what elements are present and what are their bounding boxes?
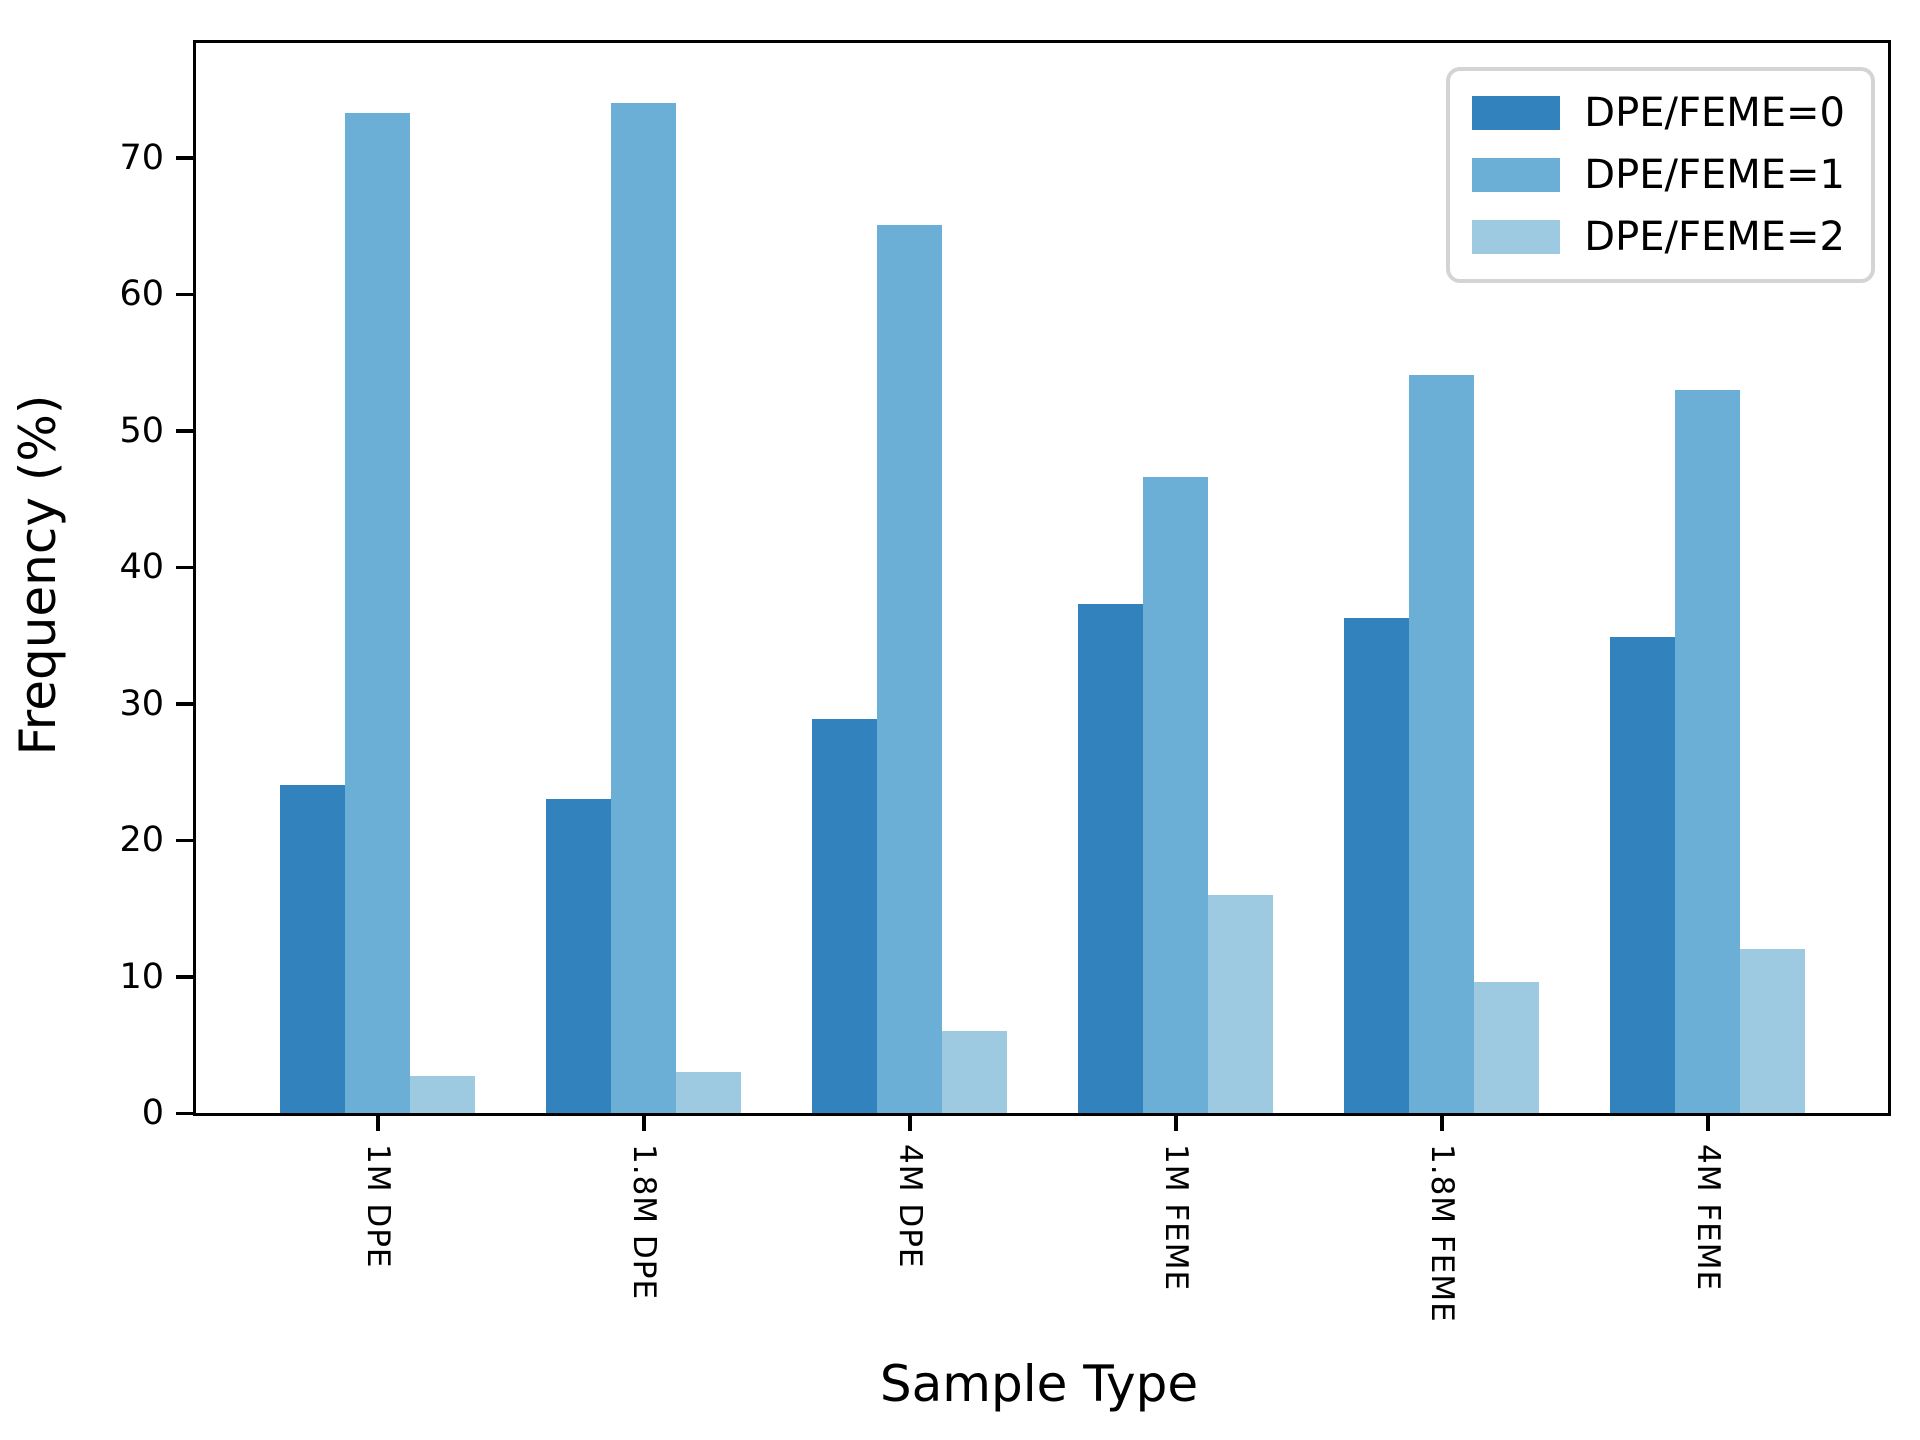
x-tick-mark-1-8m-feme	[1440, 1113, 1444, 1131]
y-tick-mark-10	[176, 975, 193, 979]
bar-1-8m-feme-dpe-feme-0	[1344, 617, 1409, 1113]
y-tick-mark-60	[176, 292, 193, 297]
x-tick-label-4m-feme: 4M FEME	[1690, 1144, 1726, 1292]
x-tick-label-1m-feme: 1M FEME	[1158, 1144, 1194, 1292]
legend-label-dpe-feme-2: DPE/FEME=2	[1584, 214, 1845, 260]
bar-4m-feme-dpe-feme-2	[1740, 949, 1805, 1113]
bar-4m-dpe-dpe-feme-1	[877, 224, 942, 1113]
y-tick-mark-40	[176, 565, 193, 570]
bar-4m-feme-dpe-feme-0	[1610, 636, 1675, 1113]
bar-1m-dpe-dpe-feme-0	[280, 785, 345, 1113]
y-tick-mark-50	[176, 429, 193, 433]
bar-4m-dpe-dpe-feme-2	[942, 1031, 1007, 1113]
y-tick-mark-30	[176, 702, 193, 706]
y-axis-label: Frequency (%)	[9, 394, 67, 756]
x-tick-mark-1m-dpe	[376, 1113, 380, 1131]
x-tick-mark-1m-feme	[1174, 1113, 1178, 1131]
legend-item-dpe-feme-2: DPE/FEME=2	[1472, 215, 1845, 259]
bar-1-8m-dpe-dpe-feme-2	[676, 1072, 741, 1113]
x-tick-label-1-8m-dpe: 1.8M DPE	[626, 1144, 662, 1301]
legend: DPE/FEME=0 DPE/FEME=1 DPE/FEME=2	[1446, 67, 1875, 283]
legend-swatch-dpe-feme-1	[1472, 158, 1561, 192]
y-tick-label-0: 0	[141, 1093, 164, 1133]
bar-1-8m-dpe-dpe-feme-1	[611, 103, 676, 1113]
y-tick-mark-0	[176, 1111, 193, 1116]
bar-1m-feme-dpe-feme-1	[1143, 477, 1208, 1113]
x-tick-label-1-8m-feme: 1.8M FEME	[1424, 1144, 1460, 1323]
legend-item-dpe-feme-1: DPE/FEME=1	[1472, 153, 1845, 197]
legend-item-dpe-feme-0: DPE/FEME=0	[1472, 91, 1845, 135]
bar-1-8m-feme-dpe-feme-2	[1474, 981, 1539, 1113]
bar-4m-dpe-dpe-feme-0	[812, 718, 877, 1113]
bar-1-8m-dpe-dpe-feme-0	[546, 799, 611, 1113]
y-tick-label-70: 70	[119, 137, 164, 178]
y-tick-mark-70	[176, 156, 193, 160]
y-tick-label-10: 10	[119, 956, 164, 997]
bar-4m-feme-dpe-feme-1	[1675, 389, 1740, 1113]
y-tick-label-20: 20	[119, 820, 164, 861]
y-tick-mark-20	[176, 838, 193, 843]
x-axis-label: Sample Type	[879, 1355, 1199, 1413]
legend-label-dpe-feme-0: DPE/FEME=0	[1584, 90, 1845, 136]
legend-swatch-dpe-feme-0	[1472, 96, 1561, 130]
x-tick-mark-4m-feme	[1706, 1113, 1710, 1131]
y-tick-label-60: 60	[119, 274, 164, 315]
bar-1-8m-feme-dpe-feme-1	[1409, 374, 1474, 1113]
x-tick-mark-1-8m-dpe	[642, 1113, 646, 1131]
bar-1m-feme-dpe-feme-0	[1078, 603, 1143, 1113]
legend-swatch-dpe-feme-2	[1472, 220, 1561, 254]
bar-1m-dpe-dpe-feme-1	[345, 112, 410, 1113]
plot-area: DPE/FEME=0 DPE/FEME=1 DPE/FEME=2	[193, 40, 1891, 1116]
y-tick-label-40: 40	[119, 547, 164, 588]
x-tick-mark-4m-dpe	[908, 1113, 912, 1131]
bar-1m-feme-dpe-feme-2	[1208, 894, 1273, 1113]
x-tick-label-4m-dpe: 4M DPE	[892, 1144, 928, 1269]
y-tick-label-50: 50	[119, 410, 164, 451]
y-tick-label-30: 30	[119, 683, 164, 724]
bar-1m-dpe-dpe-feme-2	[410, 1076, 475, 1113]
legend-label-dpe-feme-1: DPE/FEME=1	[1584, 152, 1845, 198]
x-tick-label-1m-dpe: 1M DPE	[360, 1144, 396, 1269]
